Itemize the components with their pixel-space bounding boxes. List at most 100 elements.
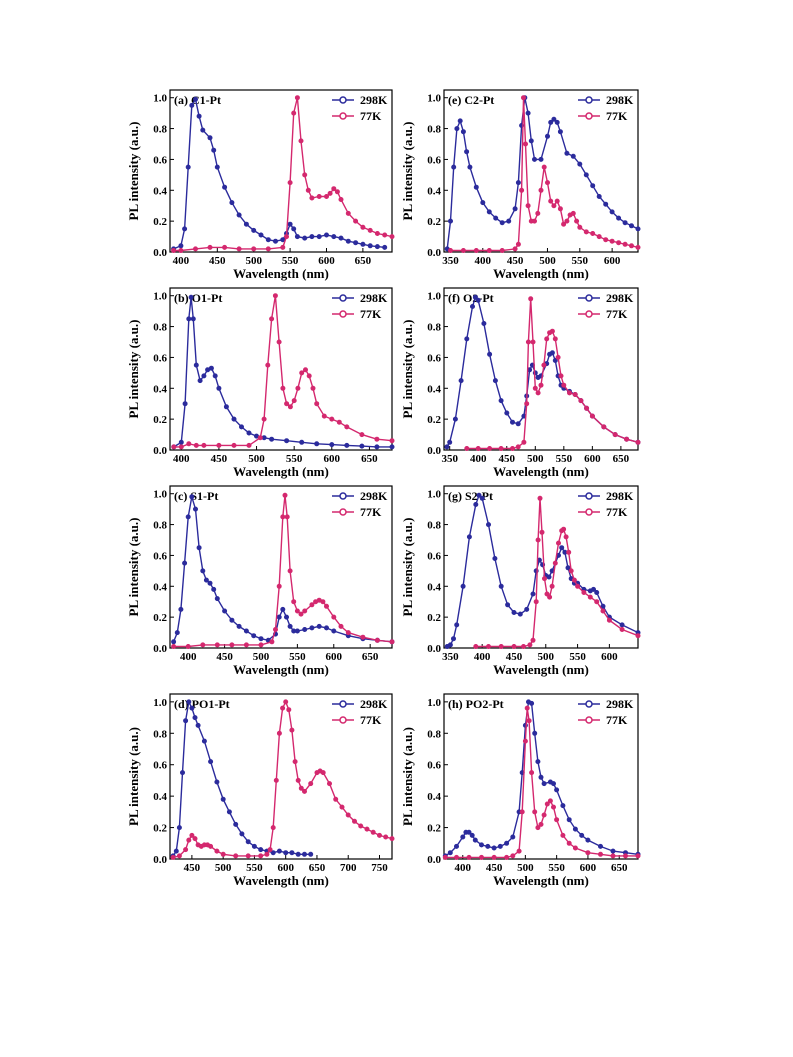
data-point: [185, 514, 191, 520]
data-point: [538, 187, 544, 193]
data-point: [239, 424, 245, 430]
y-tick-label: 0.2: [427, 612, 441, 624]
data-point: [276, 614, 282, 620]
data-point: [192, 836, 198, 842]
y-tick-label: 1.0: [427, 291, 441, 303]
data-point: [276, 583, 282, 589]
chart-panel: 0.0 0.2 0.4 0.6 0.8 1.0 400 450 500 550 600 650 Wave…: [400, 693, 641, 888]
x-tick-label: 400: [173, 255, 190, 267]
data-point: [572, 826, 578, 832]
data-point: [478, 842, 484, 848]
data-point: [622, 241, 628, 247]
x-tick-label: 550: [289, 651, 306, 663]
chart-panel: 0.0 0.2 0.4 0.6 0.8 1.0 400 450 500 550 600 650 Wave…: [126, 287, 395, 479]
legend-marker: [585, 112, 593, 120]
legend-marker: [339, 508, 347, 516]
data-point: [610, 848, 616, 854]
data-point: [211, 147, 217, 153]
data-point: [301, 788, 307, 794]
data-point: [583, 172, 589, 178]
y-axis-label: PL intensity (a.u.): [400, 727, 415, 826]
data-point: [635, 633, 641, 639]
data-point: [444, 444, 450, 450]
data-point: [201, 738, 207, 744]
data-point: [267, 847, 273, 853]
data-point: [258, 232, 264, 238]
data-point: [544, 336, 550, 342]
data-point: [189, 705, 195, 711]
data-point: [539, 529, 545, 535]
x-tick-label: 550: [286, 453, 303, 465]
plot-frame: [443, 485, 639, 649]
data-point: [511, 609, 517, 615]
data-point: [447, 248, 453, 254]
y-tick-label: 0.4: [153, 185, 167, 197]
data-point: [265, 237, 271, 243]
x-tick-label: 350: [442, 651, 459, 663]
data-point: [547, 798, 553, 804]
data-point: [374, 444, 380, 450]
x-tick-label: 450: [216, 651, 233, 663]
data-point: [450, 636, 456, 642]
data-point: [329, 442, 335, 448]
data-point: [284, 514, 290, 520]
data-point: [601, 424, 607, 430]
data-point: [550, 781, 556, 787]
plot-frame: [443, 89, 639, 253]
x-tick-label: 550: [282, 255, 299, 267]
data-point: [529, 770, 535, 776]
data-point: [597, 851, 603, 857]
legend-marker: [339, 294, 347, 302]
data-point: [509, 445, 515, 451]
data-point: [261, 416, 267, 422]
data-point: [364, 826, 370, 832]
data-point: [214, 779, 220, 785]
legend-marker: [339, 716, 347, 724]
data-point: [522, 738, 528, 744]
data-point: [360, 224, 366, 230]
data-point: [171, 444, 177, 450]
x-tick-label: 600: [580, 862, 597, 874]
data-point: [541, 362, 547, 368]
data-point: [359, 443, 365, 449]
data-point: [512, 246, 518, 252]
x-tick-label: 650: [613, 453, 630, 465]
data-point: [572, 845, 578, 851]
data-point: [216, 442, 222, 448]
data-point: [222, 244, 228, 250]
x-tick-label: 550: [556, 453, 573, 465]
data-point: [327, 190, 333, 196]
x-tick-label: 650: [611, 862, 628, 874]
x-axis-label: Wavelength (nm): [233, 873, 329, 888]
y-tick-label: 0.6: [427, 352, 441, 364]
data-point: [389, 836, 395, 842]
x-tick-label: 600: [326, 651, 343, 663]
data-point: [485, 643, 491, 649]
data-point: [265, 362, 271, 368]
data-point: [276, 848, 282, 854]
x-tick-label: 650: [355, 255, 372, 267]
data-point: [287, 623, 293, 629]
data-point: [280, 606, 286, 612]
data-point: [251, 843, 257, 849]
legend-label: 298K: [606, 489, 634, 503]
x-axis-label: Wavelength (nm): [493, 662, 589, 677]
data-point: [294, 234, 300, 240]
data-point: [600, 608, 606, 614]
data-point: [528, 296, 534, 302]
data-point: [251, 633, 257, 639]
data-point: [326, 781, 332, 787]
data-point: [515, 421, 521, 427]
y-tick-label: 0.0: [427, 643, 441, 655]
plot-frame: [169, 89, 393, 253]
data-point: [589, 413, 595, 419]
data-point: [628, 243, 634, 249]
data-point: [622, 853, 628, 859]
data-point: [521, 439, 527, 445]
data-point: [579, 832, 585, 838]
data-point: [499, 220, 505, 226]
data-point: [447, 642, 453, 648]
data-point: [531, 156, 537, 162]
y-axis-label: PL intensity (a.u.): [126, 518, 141, 617]
